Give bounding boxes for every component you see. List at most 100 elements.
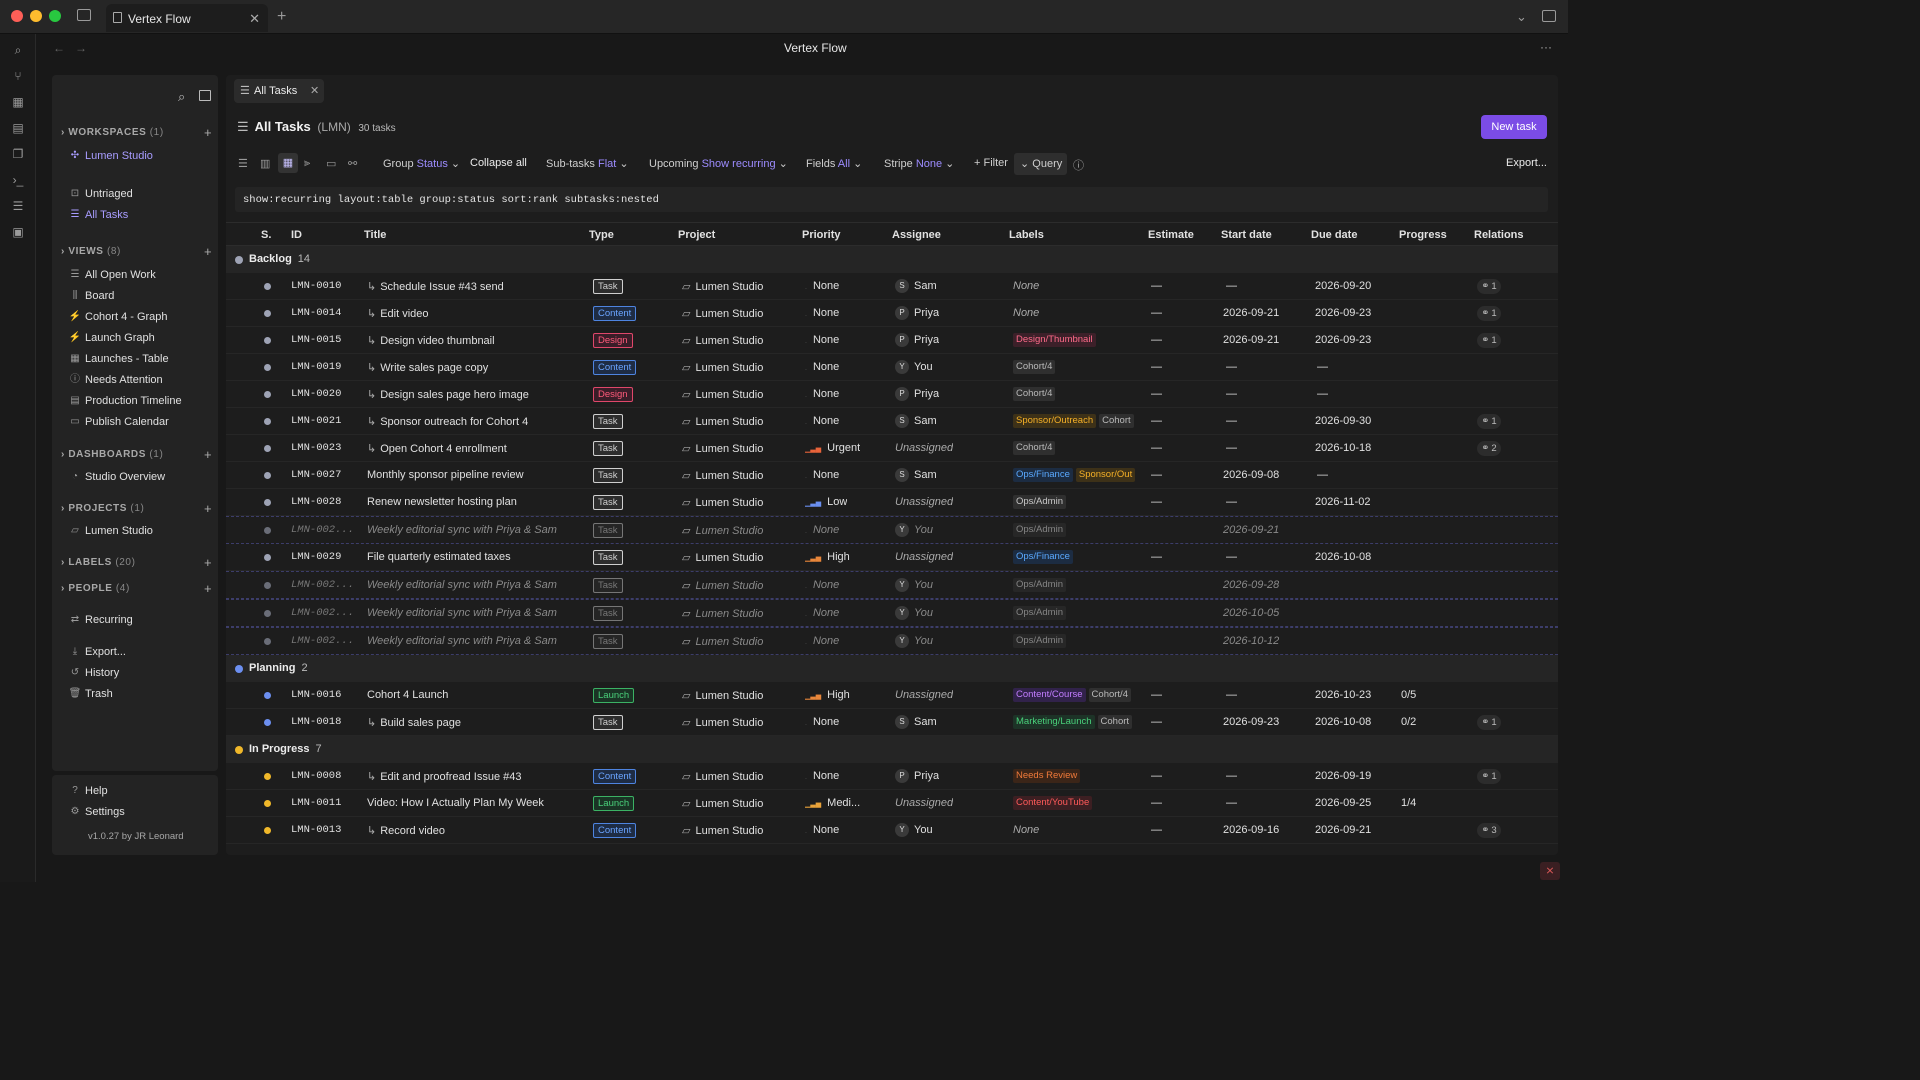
project-cell[interactable]: ▱ Lumen Studio	[682, 717, 764, 729]
type-badge[interactable]: Launch	[593, 688, 635, 703]
start-date-cell[interactable]: 2026-09-08	[1223, 469, 1280, 481]
task-title[interactable]: ↳ Write sales page copy	[367, 362, 489, 374]
assignee-cell[interactable]: Unassigned	[895, 797, 954, 809]
estimate-cell[interactable]: —	[1151, 770, 1162, 782]
export-button[interactable]: Export...	[1506, 157, 1547, 169]
sidebar-toggle-icon[interactable]	[77, 9, 91, 21]
due-date-cell[interactable]: 2026-10-08	[1315, 716, 1372, 728]
status-dot-icon[interactable]	[264, 337, 271, 344]
sidebar-item-view[interactable]: ▦ Launches - Table	[52, 349, 218, 369]
type-badge[interactable]: Task	[593, 495, 623, 510]
due-date-cell[interactable]: 2026-09-21	[1315, 824, 1372, 836]
estimate-cell[interactable]: —	[1151, 334, 1162, 346]
help-icon[interactable]: ⓘ	[1073, 160, 1084, 172]
assignee-cell[interactable]: S Sam	[895, 468, 937, 482]
sidebar-item-history[interactable]: ↺ History	[52, 663, 218, 683]
table-row[interactable]: LMN-0027 Monthly sponsor pipeline review T…	[226, 462, 1558, 489]
relations-cell[interactable]: ⚭ 3	[1477, 823, 1501, 838]
task-title[interactable]: Weekly editorial sync with Priya & Sam	[367, 579, 557, 591]
tasks-icon[interactable]: ☰	[12, 199, 24, 213]
labels-section[interactable]: › LABELS (20)	[61, 557, 136, 568]
sidebar-item-view[interactable]: ⫼ Board	[52, 286, 218, 306]
terminal-icon[interactable]: ›_	[12, 173, 24, 187]
priority-cell[interactable]: . None	[805, 415, 840, 427]
labels-cell[interactable]: Ops/Admin	[1013, 523, 1141, 537]
project-cell[interactable]: ▱ Lumen Studio	[682, 825, 764, 837]
projects-section[interactable]: › PROJECTS (1)	[61, 503, 145, 514]
start-date-cell[interactable]: 2026-09-21	[1223, 524, 1280, 536]
assignee-cell[interactable]: Unassigned	[895, 689, 954, 701]
sidebar-collapse-icon[interactable]	[199, 90, 211, 101]
table-row[interactable]: LMN-0010 ↳ Schedule Issue #43 send Task ▱ Lum…	[226, 273, 1558, 300]
project-cell[interactable]: ▱ Lumen Studio	[682, 362, 764, 374]
task-title[interactable]: ↳ Schedule Issue #43 send	[367, 281, 504, 293]
status-dot-icon[interactable]	[264, 554, 271, 561]
collapse-all-button[interactable]: Collapse all	[470, 157, 527, 169]
relations-cell[interactable]: ⚭ 2	[1477, 441, 1501, 456]
start-date-cell[interactable]: 2026-09-28	[1223, 579, 1280, 591]
project-cell[interactable]: ▱ Lumen Studio	[682, 443, 764, 455]
task-title[interactable]: Renew newsletter hosting plan	[367, 496, 517, 508]
project-cell[interactable]: ▱ Lumen Studio	[682, 690, 764, 702]
col-relations[interactable]: Relations	[1474, 229, 1524, 241]
estimate-cell[interactable]: —	[1151, 689, 1162, 701]
views-section[interactable]: › VIEWS (8)	[61, 246, 121, 257]
group-dropdown[interactable]: Group Status ⌄	[383, 158, 461, 170]
priority-cell[interactable]: ▁▃▅ Urgent	[805, 442, 861, 454]
start-date-cell[interactable]: —	[1226, 388, 1237, 400]
search-files-icon[interactable]: ⌕	[14, 43, 22, 57]
table-row[interactable]: LMN-0015 ↳ Design video thumbnail Design ▱ Lu…	[226, 327, 1558, 354]
col-due-date[interactable]: Due date	[1311, 229, 1358, 241]
type-badge[interactable]: Task	[593, 279, 623, 294]
project-cell[interactable]: ▱ Lumen Studio	[682, 281, 764, 293]
status-dot-icon[interactable]	[264, 773, 271, 780]
assignee-cell[interactable]: Y You	[895, 360, 933, 374]
status-dot-icon[interactable]	[264, 445, 271, 452]
col-status[interactable]: S.	[261, 229, 272, 241]
estimate-cell[interactable]: —	[1151, 415, 1162, 427]
calendar-icon[interactable]: ▤	[12, 121, 24, 135]
status-dot-icon[interactable]	[264, 827, 271, 834]
type-badge[interactable]: Task	[593, 578, 623, 593]
group-header[interactable]: In Progress 7	[226, 736, 1558, 763]
table-row[interactable]: LMN-0013 ↳ Record video Content ▱ Lumen Studi…	[226, 817, 1558, 844]
assignee-cell[interactable]: Unassigned	[895, 496, 954, 508]
priority-cell[interactable]: . None	[805, 579, 840, 591]
add-person-icon[interactable]: +	[204, 581, 212, 596]
task-title[interactable]: Monthly sponsor pipeline review	[367, 469, 524, 481]
task-title[interactable]: ↳ Edit and proofread Issue #43	[367, 771, 522, 783]
due-date-cell[interactable]: 2026-11-02	[1315, 496, 1371, 508]
estimate-cell[interactable]: —	[1151, 551, 1162, 563]
priority-cell[interactable]: . None	[805, 361, 840, 373]
labels-cell[interactable]: Cohort/4	[1013, 360, 1141, 374]
type-badge[interactable]: Task	[593, 414, 623, 429]
new-task-button[interactable]: New task	[1481, 115, 1547, 139]
assignee-cell[interactable]: P Priya	[895, 306, 939, 320]
start-date-cell[interactable]: —	[1226, 361, 1237, 373]
due-date-cell[interactable]: 2026-09-30	[1315, 415, 1372, 427]
status-dot-icon[interactable]	[264, 800, 271, 807]
labels-cell[interactable]: None	[1013, 824, 1040, 836]
table-row[interactable]: LMN-002... Weekly editorial sync with Pri…	[226, 627, 1558, 655]
labels-cell[interactable]: Marketing/Launch Cohort	[1013, 715, 1141, 729]
estimate-cell[interactable]: —	[1151, 496, 1162, 508]
grid-icon[interactable]: ▦	[12, 95, 24, 109]
status-dot-icon[interactable]	[264, 610, 271, 617]
labels-cell[interactable]: Ops/Admin	[1013, 578, 1141, 592]
estimate-cell[interactable]: —	[1151, 442, 1162, 454]
type-badge[interactable]: Content	[593, 769, 637, 784]
type-badge[interactable]: Design	[593, 333, 633, 348]
status-dot-icon[interactable]	[264, 719, 271, 726]
due-date-cell[interactable]: 2026-09-19	[1315, 770, 1372, 782]
project-cell[interactable]: ▱ Lumen Studio	[682, 416, 764, 428]
query-toggle[interactable]: ⌄ Query	[1014, 153, 1067, 175]
table-row[interactable]: LMN-0021 ↳ Sponsor outreach for Cohort 4 Ta…	[226, 408, 1558, 435]
col-start-date[interactable]: Start date	[1221, 229, 1272, 241]
status-dot-icon[interactable]	[264, 310, 271, 317]
upcoming-dropdown[interactable]: Upcoming Show recurring ⌄	[649, 158, 788, 170]
relations-cell[interactable]: ⚭ 1	[1477, 769, 1501, 784]
type-badge[interactable]: Task	[593, 715, 623, 730]
chevron-down-icon[interactable]: ⌄	[1516, 9, 1527, 24]
labels-cell[interactable]: Design/Thumbnail	[1013, 333, 1141, 347]
sidebar-item-help[interactable]: ? Help	[52, 781, 218, 801]
